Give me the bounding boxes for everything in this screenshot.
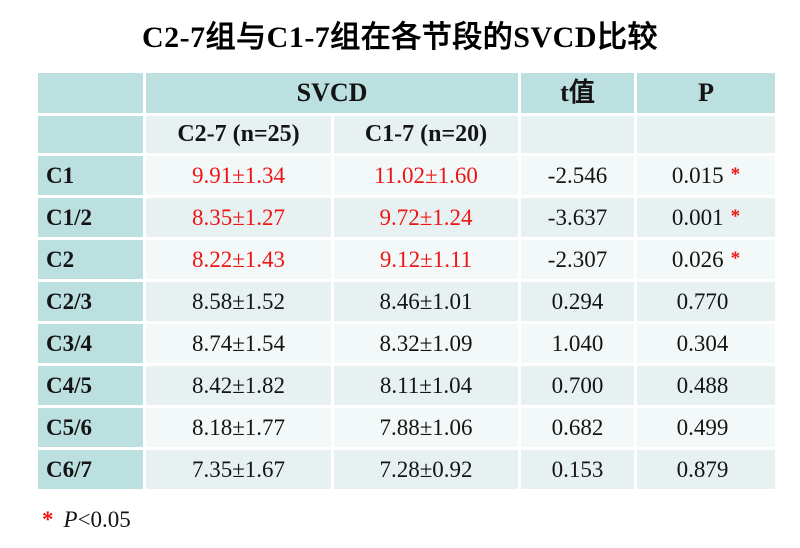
p-value: 0.015 [671,162,724,188]
p-value-cell: 0.026 * [637,240,776,279]
p-value-cell: 0.879 [637,450,776,489]
t-value-cell: 0.700 [521,366,635,405]
header-row: SVCD t值 P [38,73,776,113]
header-cell-svcd: SVCD [146,73,519,113]
c17-value-cell: 7.28±0.92 [334,450,519,489]
segment-cell: C4/5 [38,366,143,405]
subheader-group2: C1-7 (n=20) [334,116,519,153]
significance-asterisk: * [730,205,741,227]
t-value-cell: -2.546 [521,156,635,195]
p-value: 0.001 [671,204,724,230]
header-cell-empty [38,73,143,113]
t-value-cell: -3.637 [521,198,635,237]
footnote-marker: * [42,507,54,532]
c17-value-cell: 8.32±1.09 [334,324,519,363]
c27-value-cell: 8.18±1.77 [146,408,331,447]
c27-value-cell: 8.22±1.43 [146,240,331,279]
p-value: 0.304 [676,330,729,356]
footnote-condition: <0.05 [77,507,131,532]
table-row: C1 9.91±1.34 11.02±1.60 -2.546 0.015 * [38,156,776,195]
c17-value-cell: 9.72±1.24 [334,198,519,237]
p-value-cell: 0.770 [637,282,776,321]
c17-value-cell: 7.88±1.06 [334,408,519,447]
c17-value-cell: 8.46±1.01 [334,282,519,321]
p-value-cell: 0.015 * [637,156,776,195]
table-row: C2 8.22±1.43 9.12±1.11 -2.307 0.026 * [38,240,776,279]
subheader-cell-p-empty [637,116,776,153]
c27-value-cell: 8.74±1.54 [146,324,331,363]
t-value-cell: -2.307 [521,240,635,279]
p-value-cell: 0.499 [637,408,776,447]
c27-value-cell: 7.35±1.67 [146,450,331,489]
footnote: * P<0.05 [42,507,131,533]
table-row: C5/6 8.18±1.77 7.88±1.06 0.682 0.499 [38,408,776,447]
table-row: C4/5 8.42±1.82 8.11±1.04 0.700 0.488 [38,366,776,405]
subheader-group1: C2-7 (n=25) [146,116,331,153]
segment-cell: C1/2 [38,198,143,237]
header-cell-p: P [637,73,776,113]
table-row: C3/4 8.74±1.54 8.32±1.09 1.040 0.304 [38,324,776,363]
subheader-cell-empty [38,116,143,153]
t-value-cell: 0.294 [521,282,635,321]
comparison-table: SVCD t值 P C2-7 (n=25) C1-7 (n=20) C1 9.9… [35,70,778,492]
c17-value-cell: 9.12±1.11 [334,240,519,279]
t-value-cell: 1.040 [521,324,635,363]
p-value: 0.499 [676,414,729,440]
header-cell-t: t值 [521,73,635,113]
table-row: C2/3 8.58±1.52 8.46±1.01 0.294 0.770 [38,282,776,321]
p-value-cell: 0.304 [637,324,776,363]
c27-value-cell: 8.58±1.52 [146,282,331,321]
c27-value-cell: 8.42±1.82 [146,366,331,405]
footnote-p-symbol: P [63,507,78,532]
c17-value-cell: 11.02±1.60 [334,156,519,195]
subheader-cell-t-empty [521,116,635,153]
page-title: C2-7组与C1-7组在各节段的SVCD比较 [142,21,658,54]
c27-value-cell: 9.91±1.34 [146,156,331,195]
subheader-row: C2-7 (n=25) C1-7 (n=20) [38,116,776,153]
t-value-cell: 0.682 [521,408,635,447]
p-value: 0.488 [676,372,729,398]
t-value-cell: 0.153 [521,450,635,489]
c17-value-cell: 8.11±1.04 [334,366,519,405]
p-value-cell: 0.001 * [637,198,776,237]
segment-cell: C5/6 [38,408,143,447]
p-value: 0.879 [676,456,729,482]
c27-value-cell: 8.35±1.27 [146,198,331,237]
segment-cell: C2 [38,240,143,279]
p-value: 0.026 [671,246,724,272]
significance-asterisk: * [730,163,741,185]
table-row: C1/2 8.35±1.27 9.72±1.24 -3.637 0.001 * [38,198,776,237]
segment-cell: C3/4 [38,324,143,363]
significance-asterisk: * [730,247,741,269]
segment-cell: C6/7 [38,450,143,489]
p-value-cell: 0.488 [637,366,776,405]
p-value: 0.770 [676,288,729,314]
segment-cell: C2/3 [38,282,143,321]
table-row: C6/7 7.35±1.67 7.28±0.92 0.153 0.879 [38,450,776,489]
segment-cell: C1 [38,156,143,195]
